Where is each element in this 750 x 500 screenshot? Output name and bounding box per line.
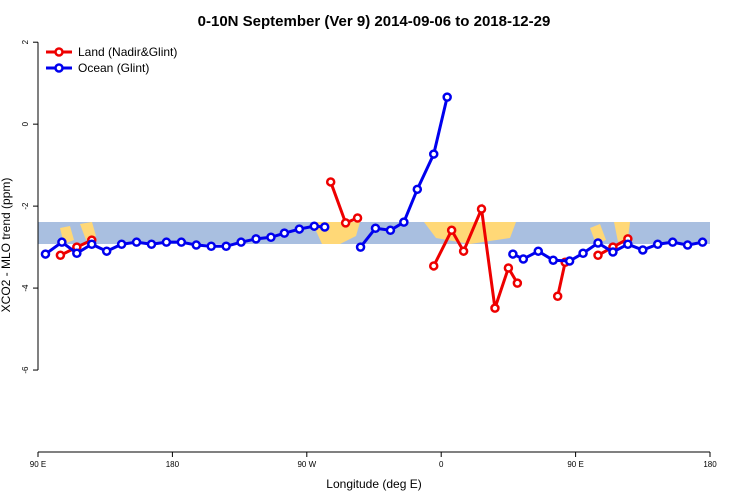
point (294, 224, 305, 234)
point (309, 221, 320, 231)
series-line (59, 181, 629, 309)
legend-label: Ocean (Glint) (78, 61, 149, 75)
x-tick-label: 90 E (30, 460, 46, 469)
point (40, 249, 51, 259)
point (221, 241, 231, 252)
point (385, 225, 396, 236)
point (352, 213, 363, 223)
point (266, 232, 276, 243)
x-tick-label: 90 E (567, 460, 583, 469)
point (206, 241, 216, 252)
point (146, 239, 157, 249)
point (682, 240, 693, 250)
x-tick-label: 180 (166, 460, 180, 469)
point (697, 237, 708, 247)
y-tick-label: -4 (21, 284, 30, 292)
point (72, 248, 82, 258)
point (518, 254, 529, 264)
point (667, 237, 678, 247)
point (428, 149, 439, 159)
point (101, 246, 112, 256)
x-tick-label: 90 W (297, 460, 316, 469)
point (355, 242, 366, 252)
point (236, 237, 246, 247)
point (533, 246, 544, 256)
point (503, 263, 514, 273)
legend-marker (54, 63, 64, 73)
x-tick-label: 0 (439, 460, 444, 469)
point (340, 218, 351, 228)
point (548, 255, 558, 265)
point (593, 238, 603, 248)
point (412, 184, 423, 195)
point (325, 177, 336, 187)
y-tick-label: 0 (21, 121, 30, 126)
y-tick-label: 2 (21, 39, 30, 44)
chart-title: 0-10N September (Ver 9) 2014-09-06 to 20… (198, 13, 551, 30)
point (176, 237, 187, 247)
point (191, 240, 202, 250)
point (57, 237, 67, 247)
point (652, 239, 663, 249)
point (319, 222, 330, 232)
x-axis-label: Longitude (deg E) (326, 477, 421, 491)
point (399, 217, 409, 227)
legend-marker (54, 47, 64, 57)
point (446, 225, 457, 236)
point (578, 248, 588, 258)
point (370, 223, 381, 233)
point (512, 278, 523, 288)
legend-label: Land (Nadir&Glint) (78, 45, 177, 59)
point (490, 303, 500, 313)
point (428, 261, 439, 271)
point (508, 249, 518, 259)
point (251, 234, 261, 244)
point (458, 246, 469, 256)
point (564, 256, 575, 266)
point (116, 239, 127, 249)
point (55, 250, 66, 261)
point (623, 239, 633, 249)
point (593, 250, 603, 261)
point (279, 228, 290, 238)
point (552, 291, 563, 302)
point (87, 239, 97, 249)
point (638, 245, 648, 255)
y-axis-label: XCO2 - MLO trend (ppm) (0, 178, 13, 313)
point (442, 92, 452, 102)
y-tick-label: -6 (21, 366, 30, 374)
y-tick-label: -2 (21, 202, 30, 210)
point (161, 237, 172, 247)
point (131, 237, 142, 247)
point (608, 247, 618, 257)
x-tick-label: 180 (703, 460, 717, 469)
point (476, 204, 487, 214)
